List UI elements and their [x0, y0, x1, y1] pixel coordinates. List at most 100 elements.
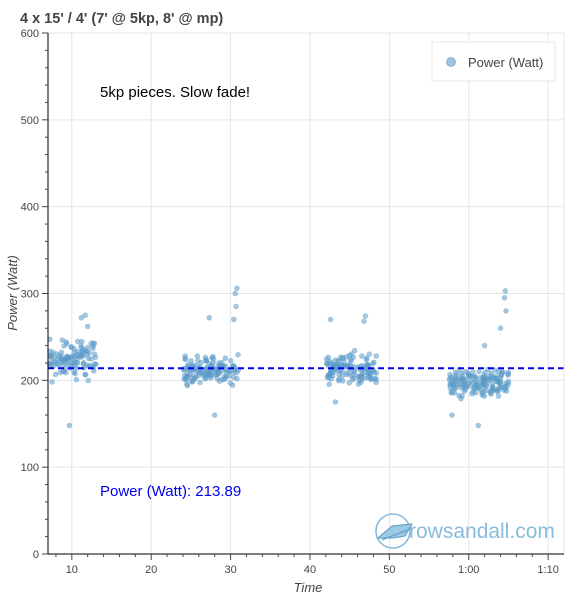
data-point [488, 386, 495, 393]
data-point [227, 357, 234, 364]
data-point [326, 381, 333, 388]
data-point [58, 349, 65, 356]
data-point [185, 361, 192, 368]
data-point [351, 375, 357, 382]
data-point [481, 377, 487, 383]
data-point [480, 383, 487, 390]
data-point [496, 379, 503, 386]
data-point [65, 355, 72, 362]
data-point [222, 375, 229, 382]
data-point [362, 313, 369, 320]
data-point [473, 382, 480, 389]
data-point [475, 422, 482, 429]
data-point [332, 399, 339, 405]
x-tick-label: 30 [224, 564, 236, 576]
data-point [339, 354, 346, 361]
data-point [198, 369, 205, 376]
data-point [60, 368, 67, 375]
x-tick-label: 50 [383, 564, 395, 576]
data-point [54, 356, 61, 363]
data-point [71, 349, 78, 356]
data-point [232, 290, 239, 297]
legend[interactable]: Power (Watt) [431, 41, 556, 82]
data-point [336, 371, 343, 378]
data-point [82, 371, 89, 378]
data-point [504, 384, 510, 390]
data-point [73, 376, 80, 383]
data-point [325, 374, 332, 381]
data-point [233, 303, 240, 310]
data-point [80, 360, 87, 366]
data-point [499, 384, 505, 391]
data-point [365, 370, 372, 377]
data-point [64, 340, 70, 347]
data-point [347, 356, 354, 363]
data-point [351, 347, 358, 354]
legend-label: Power (Watt) [468, 55, 543, 70]
data-point [327, 358, 334, 365]
data-point [361, 318, 367, 325]
y-tick-label: 300 [21, 289, 39, 301]
data-point [481, 342, 488, 349]
data-point [84, 344, 91, 351]
rowsandall-watermark: rowsandall.com [375, 513, 555, 549]
watermark-text: rowsandall.com [409, 520, 555, 543]
data-point [461, 381, 467, 387]
data-point [373, 379, 380, 386]
data-point [343, 371, 350, 378]
data-point [505, 378, 512, 385]
data-point [66, 422, 73, 429]
data-point [487, 375, 494, 382]
data-point [78, 314, 85, 321]
data-point [202, 354, 209, 361]
data-point [327, 316, 334, 323]
y-axis-ticks: 0 100 200 300 400 500 600 [21, 28, 48, 561]
x-tick-label: 40 [304, 564, 316, 576]
legend-marker-icon [446, 57, 456, 67]
data-point [370, 359, 377, 366]
data-point [234, 369, 240, 376]
data-point [211, 412, 218, 419]
x-tick-label: 10 [66, 564, 78, 576]
y-tick-label: 400 [21, 202, 39, 214]
data-point [465, 372, 472, 379]
data-point [84, 323, 91, 330]
data-point [226, 373, 233, 379]
data-point [184, 382, 191, 389]
x-axis-ticks: 10 20 30 40 50 1:00 1:10 [55, 554, 559, 576]
data-point [188, 357, 194, 364]
y-tick-label: 100 [21, 462, 39, 474]
data-point [494, 375, 501, 382]
data-point [71, 369, 77, 376]
data-point [189, 378, 196, 385]
data-point [184, 373, 191, 380]
data-point [194, 357, 201, 364]
data-point [82, 312, 89, 319]
data-point [85, 377, 92, 384]
data-point [193, 362, 200, 369]
data-point [482, 369, 488, 376]
data-point [92, 354, 99, 361]
y-tick-label: 200 [21, 375, 39, 387]
data-point [207, 375, 214, 381]
data-point [194, 353, 201, 360]
x-tick-label: 1:00 [458, 564, 479, 576]
data-point [93, 361, 99, 368]
data-point [502, 288, 509, 294]
data-point [373, 353, 380, 359]
data-point [222, 355, 229, 362]
data-point [230, 316, 237, 323]
data-point [365, 374, 372, 381]
y-tick-label: 500 [21, 115, 39, 127]
data-point [449, 412, 456, 419]
data-point [358, 353, 365, 360]
data-point [215, 370, 222, 377]
data-point [447, 385, 454, 392]
data-point [207, 368, 214, 375]
data-point [79, 348, 86, 354]
data-point [488, 370, 494, 377]
data-point [481, 388, 487, 395]
data-point [191, 372, 197, 379]
data-point [181, 376, 188, 383]
data-point [476, 368, 483, 375]
